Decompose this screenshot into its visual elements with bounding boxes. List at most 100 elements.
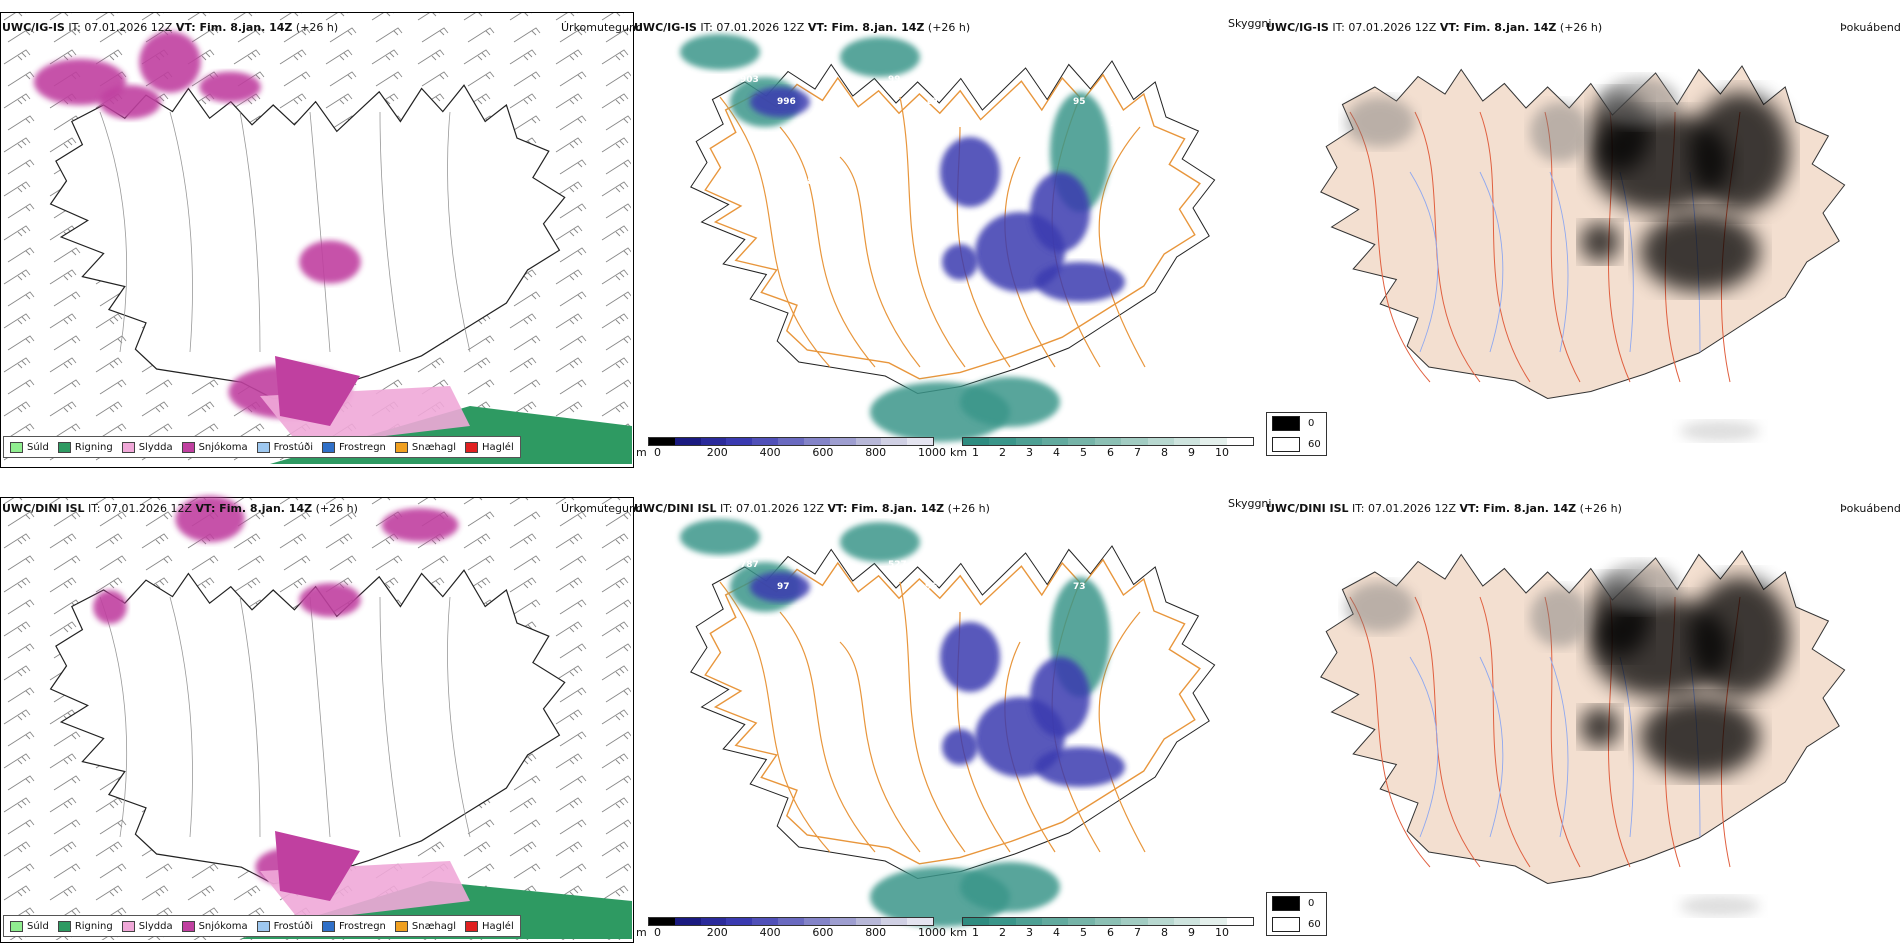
- visibility-label: Skyggni: [1228, 17, 1272, 30]
- fog-swatch: [1272, 437, 1300, 452]
- legend-label: Snjókoma: [198, 441, 248, 453]
- fog-index-legend: 0 60: [1266, 892, 1327, 936]
- ceiling-height-label: 97: [777, 582, 790, 592]
- visibility-colorbar: km 1 2 3 4 5 6 7 8 9 10: [950, 917, 1254, 940]
- precip-legend-item: Snjókoma: [181, 441, 248, 453]
- ceiling-height-label: 853: [875, 221, 894, 231]
- ceiling-height-label: 996: [777, 97, 796, 107]
- colorbar-tick: 200: [706, 926, 728, 939]
- cloud-base-height-colorbar: m 0 200 400 600 800 1000: [636, 917, 946, 940]
- colorbar-tick: 7: [1134, 446, 1141, 459]
- precip-type-map: [1, 495, 632, 940]
- ceiling-height-label: 71: [814, 604, 827, 614]
- legend-label: Frostregn: [339, 920, 386, 932]
- colorbar-unit: km: [950, 446, 968, 459]
- colorbar-tick: 5: [1080, 926, 1087, 939]
- cloud-base-height-colorbar: m 0 200 400 600 800 1000: [636, 437, 946, 460]
- legend-label: Frostregn: [339, 441, 386, 453]
- precip-type-label: Úrkomutegund: [561, 21, 643, 34]
- fog-index-map: [1320, 550, 1846, 916]
- fog-label: Þokuábendi: [1840, 21, 1900, 34]
- precip-legend-item: Snæhagl: [394, 920, 457, 932]
- ceiling-height-label: 527: [888, 560, 907, 570]
- ceiling-height-label: 96: [962, 119, 975, 129]
- ceiling-height-label: 93: [999, 626, 1012, 636]
- legend-swatch: [121, 920, 135, 932]
- precip-legend-item: Rigning: [57, 441, 113, 453]
- colorbar-tick: 0: [654, 446, 661, 459]
- legend-label: Rigning: [74, 920, 113, 932]
- fog-index-map: [1320, 65, 1846, 441]
- colorbar-blocks: [962, 437, 1254, 446]
- fog-index-legend: 0 60: [1266, 412, 1327, 456]
- ceiling-height-label: 99: [962, 604, 975, 614]
- legend-label: Súld: [27, 441, 49, 453]
- visibility-label: Skyggni: [1228, 497, 1272, 510]
- colorbar-tick: 10: [1215, 446, 1229, 459]
- ceiling-height-label: 89: [1147, 141, 1160, 151]
- legend-label: Snæhagl: [411, 920, 457, 932]
- colorbar-blocks: [648, 917, 934, 926]
- precip-type-legend: Súld Rigning Slydda Snjókoma Frostúði Frostre…: [3, 915, 521, 937]
- fog-legend-label: 60: [1308, 439, 1321, 450]
- legend-label: Frostúði: [273, 441, 313, 453]
- legend-label: Slydda: [138, 441, 173, 453]
- ceiling-height-label: 903: [740, 75, 759, 85]
- colorbar-blocks: [962, 917, 1254, 926]
- ceiling-height-label: 92: [851, 141, 864, 151]
- legend-label: Slydda: [138, 920, 173, 932]
- colorbar-tick: 7: [1134, 926, 1141, 939]
- colorbar-tick: 3: [1026, 926, 1033, 939]
- legend-swatch: [322, 441, 335, 453]
- colorbar-unit: m: [636, 446, 647, 459]
- precip-legend-item: Snjókoma: [181, 920, 248, 932]
- precip-legend-item: Slydda: [121, 441, 173, 453]
- colorbar-tick: 1000: [918, 446, 946, 459]
- colorbar-unit: km: [950, 926, 968, 939]
- colorbar-tick: 1: [972, 926, 979, 939]
- legend-label: Súld: [27, 920, 49, 932]
- colorbar-tick: 10: [1215, 926, 1229, 939]
- ceiling-height-label: 95: [925, 582, 938, 592]
- colorbar-tick: 9: [1188, 446, 1195, 459]
- precip-legend-item: Frostúði: [256, 920, 313, 932]
- legend-label: Snæhagl: [411, 441, 457, 453]
- colorbar-tick: 200: [706, 446, 728, 459]
- legend-swatch: [256, 441, 270, 453]
- precip-legend-item: Frostúði: [256, 441, 313, 453]
- ceiling-height-label: 95: [1073, 97, 1086, 107]
- fog-legend-label: 60: [1308, 919, 1321, 930]
- fog-label: Þokuábendi: [1840, 502, 1900, 515]
- ceiling-height-label: 187: [801, 177, 820, 187]
- fog-swatch: [1272, 896, 1300, 911]
- ceiling-height-label: 10: [925, 97, 938, 107]
- colorbar-tick: 6: [1107, 446, 1114, 459]
- precip-legend-item: Rigning: [57, 920, 113, 932]
- fog-legend-label: 0: [1308, 418, 1315, 429]
- legend-swatch: [322, 920, 335, 932]
- fog-legend-row: 60: [1267, 914, 1326, 935]
- legend-swatch: [10, 441, 23, 453]
- legend-swatch: [121, 441, 135, 453]
- colorbar-tick: 1: [972, 446, 979, 459]
- ceiling-height-label: 98: [999, 141, 1012, 151]
- colorbar-tick: 2: [999, 926, 1006, 939]
- colorbar-tick: 800: [865, 446, 887, 459]
- visibility-map: 903 996 229 92 99 10 96 98 220 95 107 89 89 187 102 853…: [680, 34, 1216, 442]
- precip-legend-item: Haglél: [465, 441, 514, 453]
- legend-label: Frostúði: [273, 920, 313, 932]
- panel-title-ig-fog: UWC/IG-IS IT: 07.01.2026 12Z VT: Fim. 8.…: [1266, 21, 1603, 34]
- ceiling-height-label: 153: [912, 155, 931, 165]
- fog-swatch: [1272, 917, 1300, 932]
- colorbar-tick: 3: [1026, 446, 1033, 459]
- precip-type-label: Úrkomutegund: [561, 502, 643, 515]
- legend-label: Snjókoma: [198, 920, 248, 932]
- fog-swatch: [1272, 416, 1300, 431]
- legend-swatch: [394, 920, 408, 932]
- colorbar-tick: 5: [1080, 446, 1087, 459]
- panel-title-ig-precip: UWC/IG-IS IT: 07.01.2026 12Z VT: Fim. 8.…: [2, 21, 339, 34]
- precip-type-map: [1, 13, 632, 465]
- fog-legend-label: 0: [1308, 898, 1315, 909]
- ceiling-height-label: 102: [838, 199, 857, 209]
